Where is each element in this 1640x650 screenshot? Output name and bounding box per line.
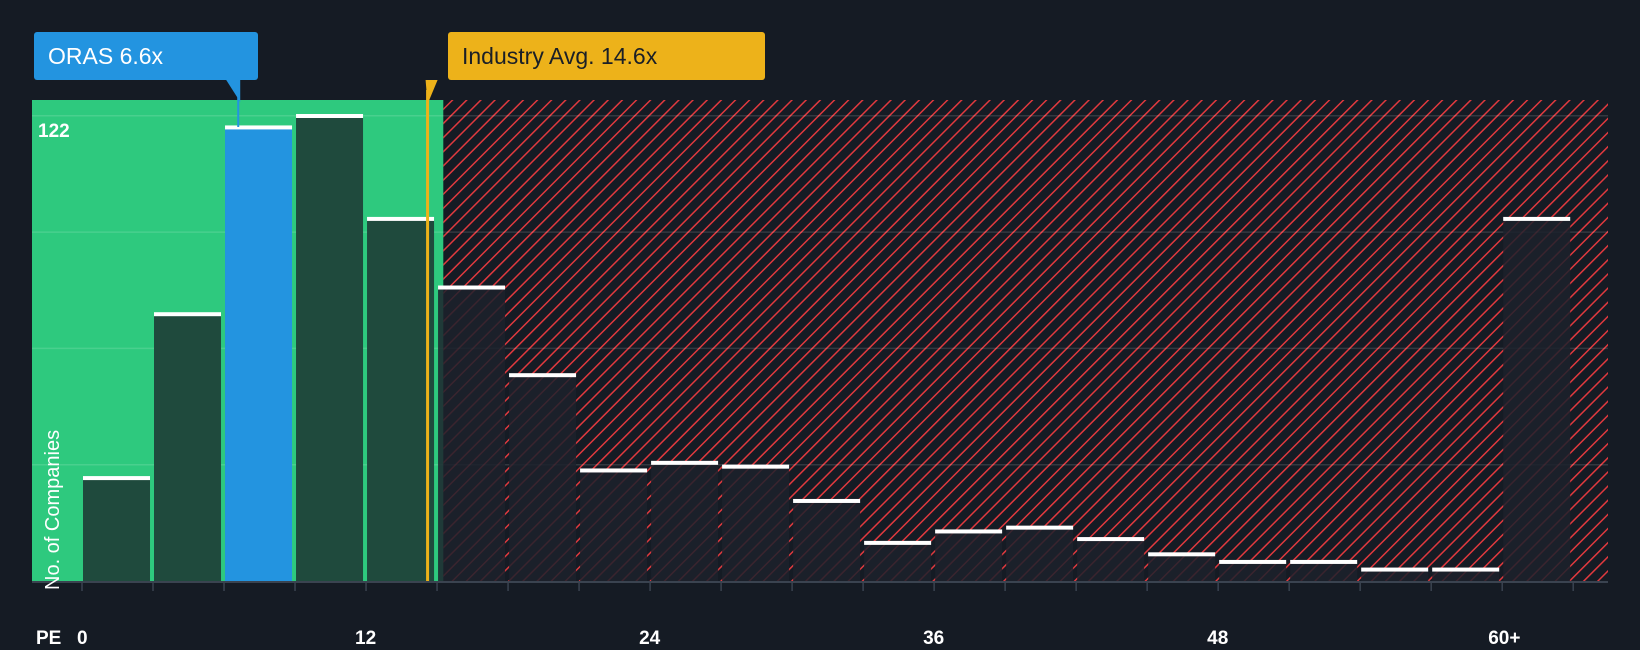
bar-top-marker bbox=[225, 125, 293, 130]
x-tick-label: 12 bbox=[355, 628, 377, 649]
histogram-bar bbox=[1361, 569, 1429, 581]
histogram-bar bbox=[83, 478, 151, 581]
histogram-bar bbox=[438, 287, 506, 581]
histogram-bar bbox=[225, 127, 293, 582]
bar-top-marker bbox=[438, 285, 506, 290]
bar-top-marker bbox=[154, 312, 222, 317]
bar-top-marker bbox=[935, 529, 1003, 534]
histogram-bar bbox=[793, 500, 861, 581]
bar-top-marker bbox=[864, 540, 932, 545]
histogram-bar bbox=[1290, 561, 1358, 581]
histogram-bar bbox=[1006, 527, 1074, 581]
histogram-bar bbox=[1077, 539, 1145, 581]
histogram-bar bbox=[935, 531, 1003, 581]
bar-top-marker bbox=[1006, 525, 1074, 530]
histogram-bar bbox=[651, 462, 719, 581]
industry-pointer bbox=[425, 80, 438, 104]
histogram-bar bbox=[1219, 561, 1287, 581]
bar-top-marker bbox=[722, 464, 790, 469]
industry-avg-callout: Industry Avg. 14.6x bbox=[448, 32, 765, 80]
bar-top-marker bbox=[1503, 216, 1571, 221]
x-tick-label: 0 bbox=[77, 628, 88, 649]
histogram-bar bbox=[367, 218, 435, 581]
x-tick-label: 36 bbox=[923, 628, 945, 649]
bar-top-marker bbox=[509, 373, 577, 378]
x-tick-label: 24 bbox=[639, 628, 661, 649]
histogram-bar bbox=[509, 375, 577, 581]
histogram-bar bbox=[864, 542, 932, 581]
bar-top-marker bbox=[1432, 567, 1500, 572]
histogram-bar bbox=[154, 314, 222, 581]
x-tick-label: 48 bbox=[1207, 628, 1229, 649]
histogram-bar bbox=[580, 470, 648, 581]
y-max-label: 122 bbox=[38, 121, 70, 142]
bar-top-marker bbox=[580, 468, 648, 473]
company-pe-callout: ORAS 6.6x bbox=[34, 32, 258, 80]
bar-top-marker bbox=[1148, 552, 1216, 557]
bar-top-marker bbox=[367, 216, 435, 221]
bar-top-marker bbox=[83, 476, 151, 481]
bar-top-marker bbox=[296, 114, 364, 118]
histogram-bar bbox=[1432, 569, 1500, 581]
bar-top-marker bbox=[1290, 559, 1358, 564]
bar-top-marker bbox=[1361, 567, 1429, 572]
histogram-bar bbox=[296, 116, 364, 581]
x-axis-title: PE bbox=[36, 628, 62, 649]
histogram-bar bbox=[722, 466, 790, 581]
histogram-bar bbox=[1503, 218, 1571, 581]
company-pointer bbox=[226, 80, 241, 102]
bar-top-marker bbox=[1077, 537, 1145, 542]
bar-top-marker bbox=[793, 498, 861, 503]
histogram-bar bbox=[1148, 554, 1216, 581]
y-axis-title: No. of Companies bbox=[42, 429, 64, 590]
bar-top-marker bbox=[651, 460, 719, 465]
bar-top-marker bbox=[1219, 559, 1287, 564]
x-tick-label: 60+ bbox=[1488, 628, 1521, 649]
